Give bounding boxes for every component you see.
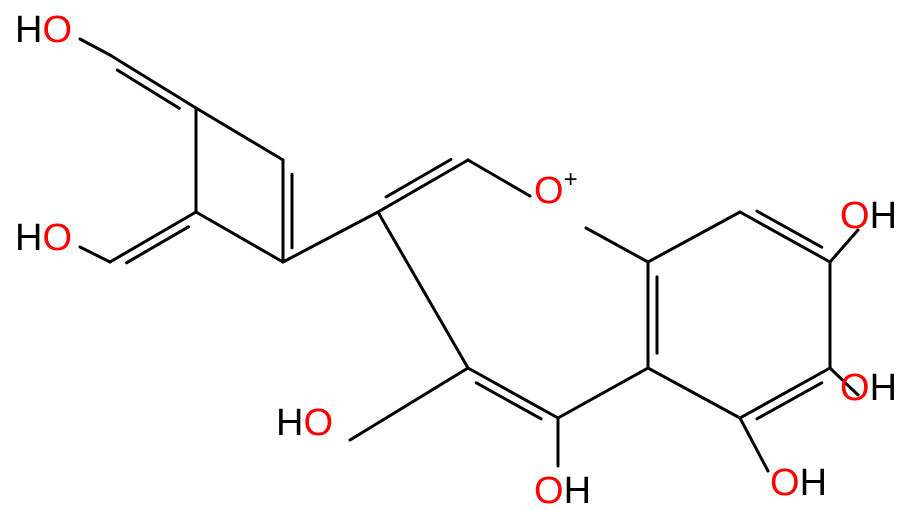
bond-line (196, 108, 283, 160)
bond-line (648, 212, 740, 262)
bond-line (386, 159, 451, 196)
label-HO_midleft: HO (15, 217, 72, 259)
bond-line (757, 211, 822, 247)
bond-line (558, 368, 648, 418)
bond-line (80, 39, 110, 55)
bond-line (757, 383, 822, 419)
bond-line (117, 70, 179, 108)
bond-line (196, 212, 283, 262)
bond-line (740, 368, 830, 418)
bond-line (586, 228, 648, 262)
bond-line (648, 368, 740, 418)
label-OH_bottom: OH (534, 470, 591, 512)
bond-line (740, 212, 830, 262)
bond-line (350, 368, 468, 440)
bond-line (110, 55, 196, 108)
label-OH_bottom: OH (770, 462, 827, 504)
bond-line (468, 368, 558, 418)
bond-line (740, 418, 768, 471)
bond-line (476, 383, 541, 419)
bond-line (80, 247, 110, 262)
bond-line (110, 212, 196, 262)
label-HO_center: HO (276, 402, 333, 444)
label-HO_topleft: HO (15, 9, 72, 51)
bond-line (378, 212, 468, 368)
bond-line (283, 212, 378, 262)
label-OH_right_lower: OH (840, 367, 897, 409)
label-OH_right_upper: OH (840, 195, 897, 237)
bond-line (378, 160, 468, 212)
chemical-structure: HO HO HO OH OH OH OH O+ (0, 0, 910, 523)
label-oxonium: O+ (534, 166, 578, 212)
bond-line (127, 227, 189, 263)
bond-line (468, 160, 530, 196)
